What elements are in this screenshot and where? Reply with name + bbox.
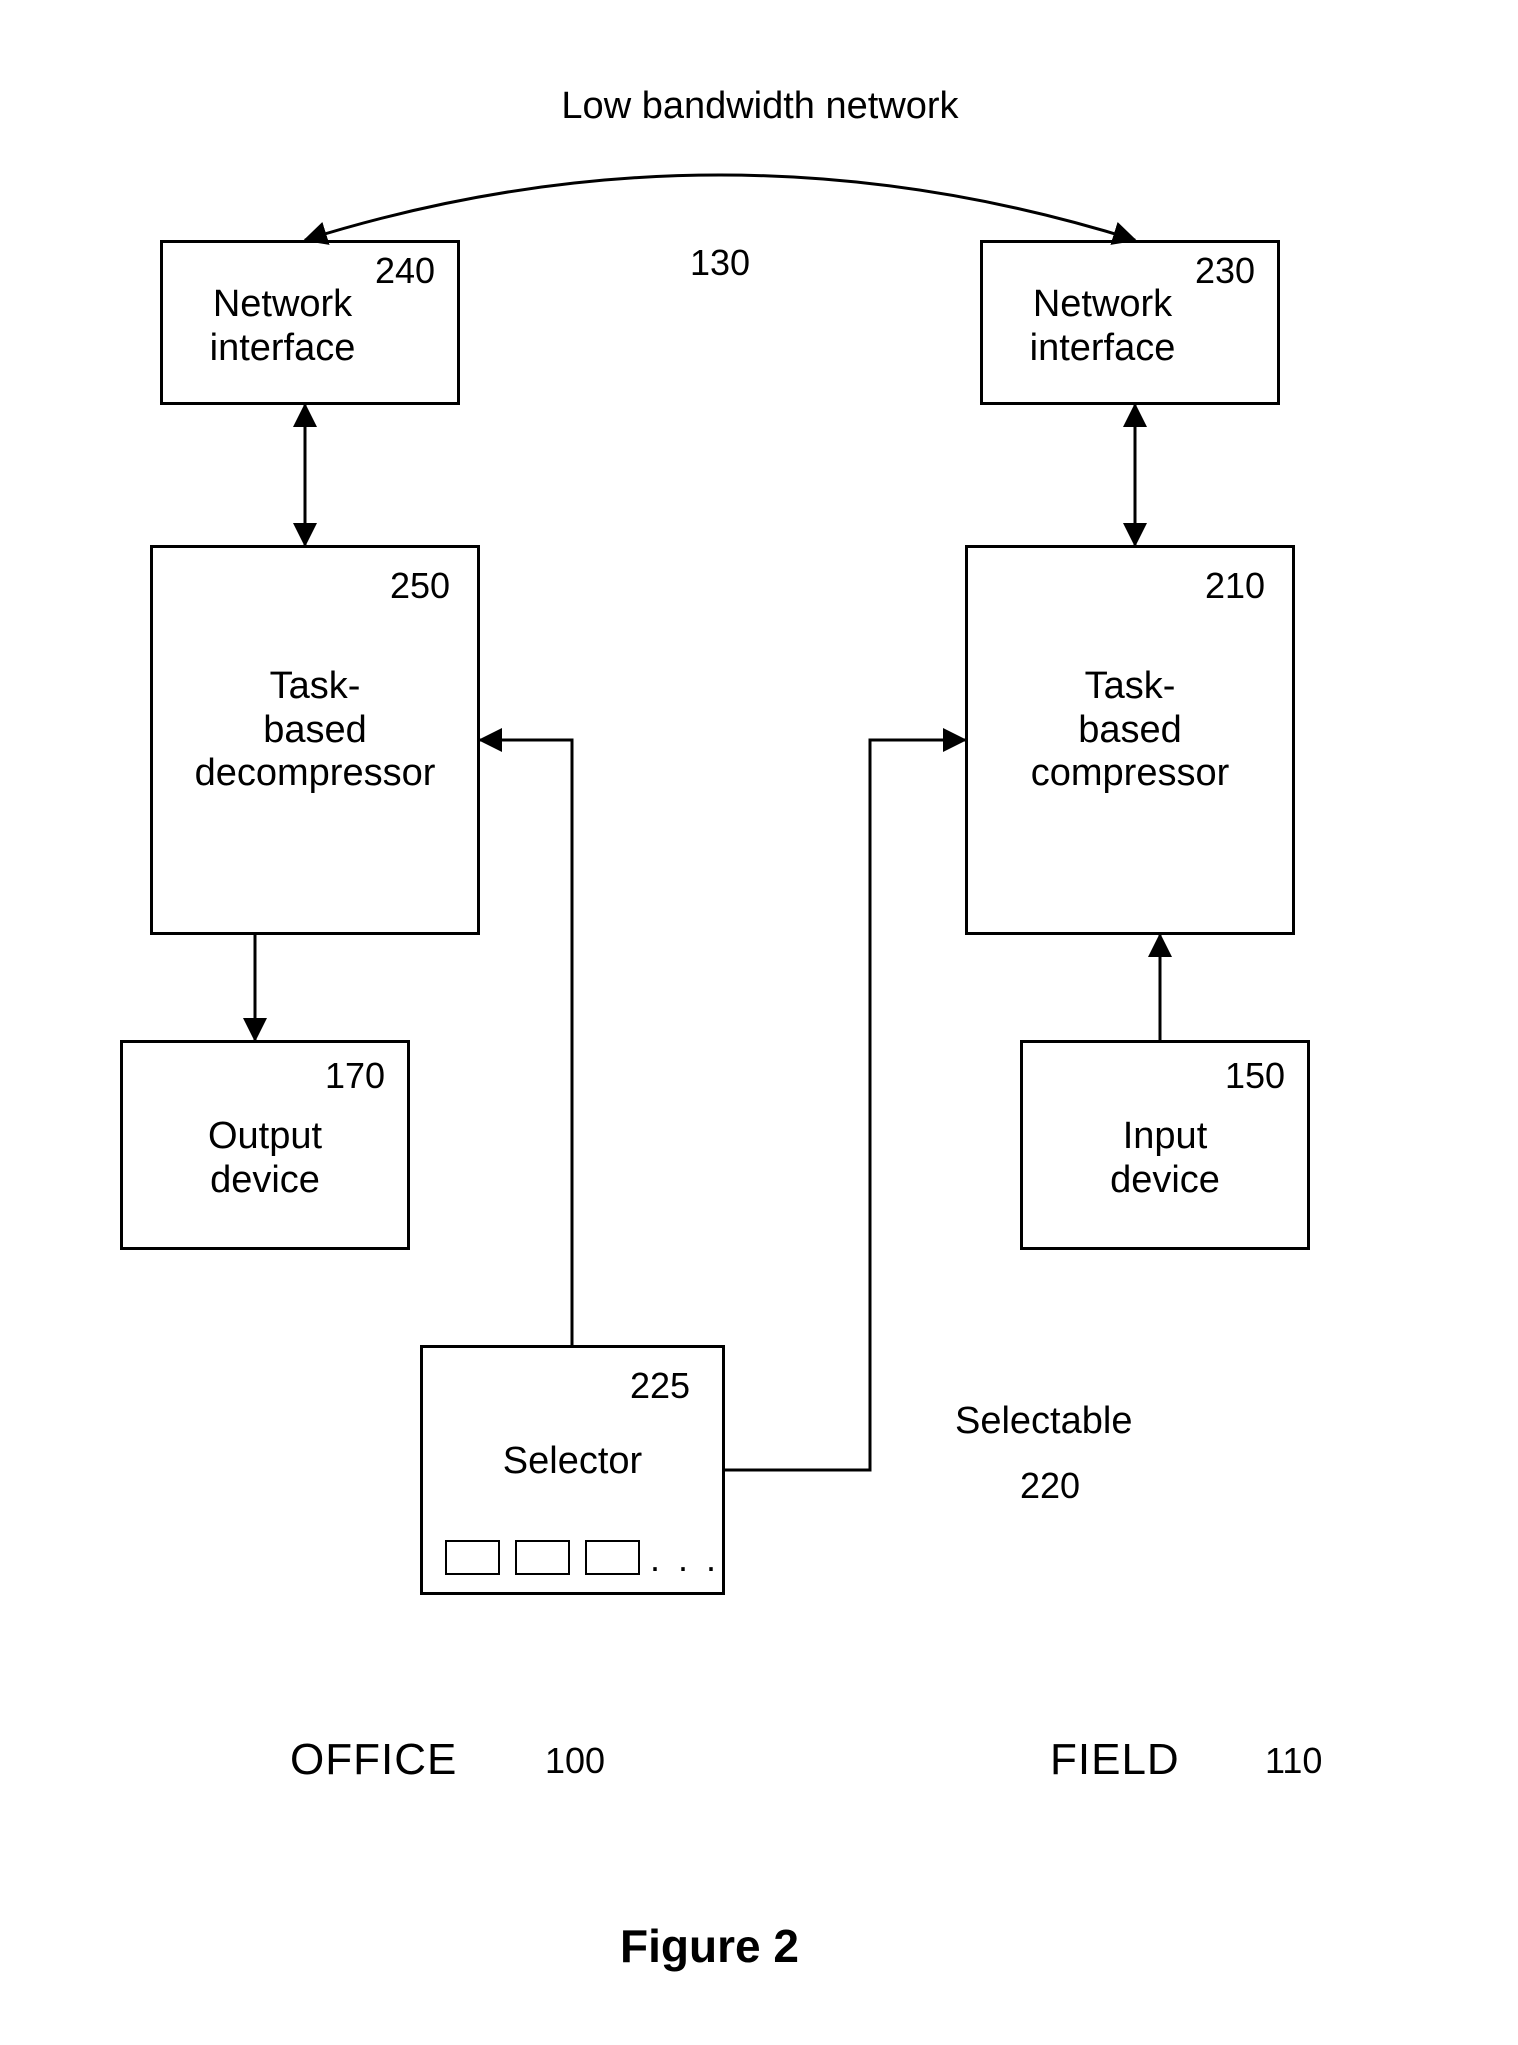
arrow-network-link: [305, 175, 1135, 240]
selector-ellipsis: . . .: [650, 1538, 720, 1579]
ref-225: 225: [630, 1365, 690, 1407]
ref-130: 130: [690, 242, 750, 284]
label-decompressor: Task- based decompressor: [150, 665, 480, 796]
label-selectable: Selectable: [955, 1400, 1132, 1444]
ref-220: 220: [1020, 1465, 1080, 1507]
label-network-interface-right: Network interface: [990, 283, 1215, 370]
section-field: FIELD: [1050, 1735, 1180, 1786]
selector-option-icon: [585, 1540, 640, 1575]
arrow-selector-to-comp: [725, 740, 965, 1470]
ref-250: 250: [390, 565, 450, 607]
label-input-device: Input device: [1020, 1115, 1310, 1202]
ref-230: 230: [1195, 250, 1255, 292]
ref-110: 110: [1265, 1740, 1322, 1782]
label-output-device: Output device: [120, 1115, 410, 1202]
ref-100: 100: [545, 1740, 605, 1782]
figure-caption: Figure 2: [620, 1920, 799, 1973]
selector-option-icon: [515, 1540, 570, 1575]
ref-210: 210: [1205, 565, 1265, 607]
label-compressor: Task- based compressor: [965, 665, 1295, 796]
label-selector: Selector: [420, 1440, 725, 1484]
selector-option-icon: [445, 1540, 500, 1575]
label-network-interface-left: Network interface: [170, 283, 395, 370]
diagram-title: Low bandwidth network: [450, 85, 1070, 129]
arrow-selector-to-decomp: [480, 740, 572, 1345]
ref-150: 150: [1225, 1055, 1285, 1097]
ref-240: 240: [375, 250, 435, 292]
ref-170: 170: [325, 1055, 385, 1097]
section-office: OFFICE: [290, 1735, 457, 1786]
